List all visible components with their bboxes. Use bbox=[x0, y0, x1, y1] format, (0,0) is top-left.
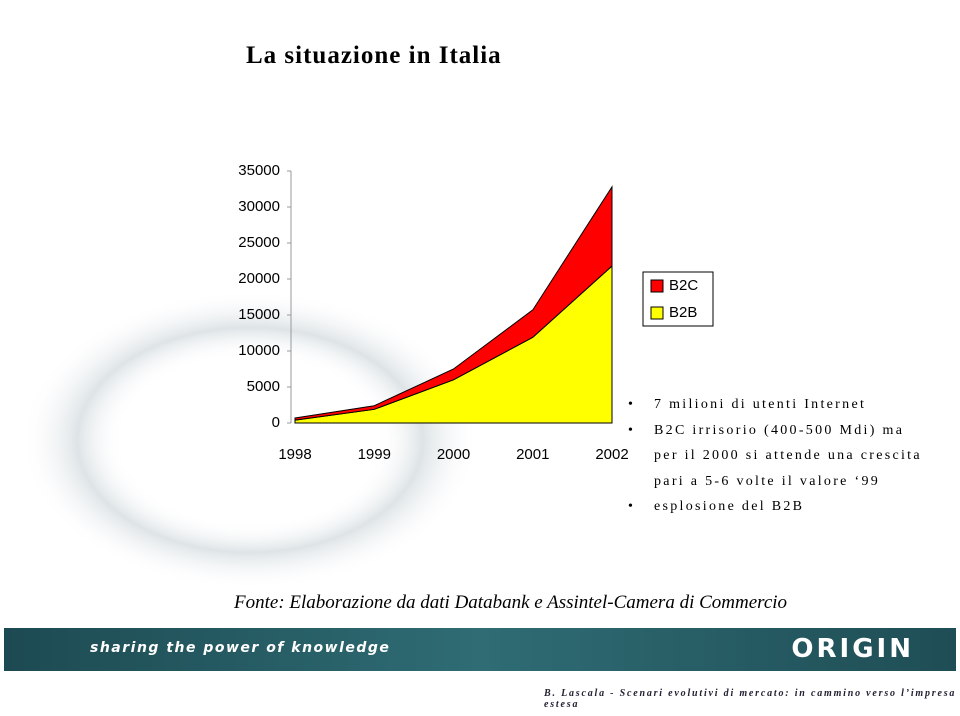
y-tick-label: 25000 bbox=[238, 234, 280, 251]
bullet: esplosione del B2B bbox=[628, 494, 928, 520]
y-tick-label: 0 bbox=[272, 414, 280, 431]
y-tick-label: 15000 bbox=[238, 306, 280, 323]
footer: B. Lascala - Scenari evolutivi di mercat… bbox=[544, 688, 957, 710]
x-tick-label: 2001 bbox=[516, 446, 549, 463]
bullet-list: 7 milioni di utenti Internet B2C irrisor… bbox=[628, 392, 928, 520]
x-tick-label: 1999 bbox=[358, 446, 391, 463]
x-tick-label: 2002 bbox=[595, 446, 628, 463]
y-tick-label: 30000 bbox=[238, 198, 280, 215]
banner-text: sharing the power of knowledge bbox=[90, 640, 391, 656]
legend-swatch bbox=[650, 306, 664, 320]
logo: ORIGIN bbox=[791, 634, 914, 664]
legend-swatch bbox=[650, 279, 664, 293]
y-tick-label: 35000 bbox=[238, 162, 280, 179]
source-note: Fonte: Elaborazione da dati Databank e A… bbox=[234, 592, 788, 613]
y-tick-label: 20000 bbox=[238, 270, 280, 287]
y-tick-label: 10000 bbox=[238, 342, 280, 359]
bullet: 7 milioni di utenti Internet bbox=[628, 392, 928, 418]
x-tick-label: 2000 bbox=[437, 446, 470, 463]
legend-label: B2C bbox=[669, 277, 698, 294]
x-tick-label: 1998 bbox=[278, 446, 311, 463]
slide-title: La situazione in Italia bbox=[246, 42, 502, 69]
y-tick-label: 5000 bbox=[247, 378, 280, 395]
bullet: B2C irrisorio (400-500 Mdi) ma per il 20… bbox=[628, 418, 928, 495]
area bbox=[294, 185, 613, 421]
legend-label: B2B bbox=[669, 304, 697, 321]
banner: sharing the power of knowledge ORIGIN bbox=[4, 628, 956, 671]
